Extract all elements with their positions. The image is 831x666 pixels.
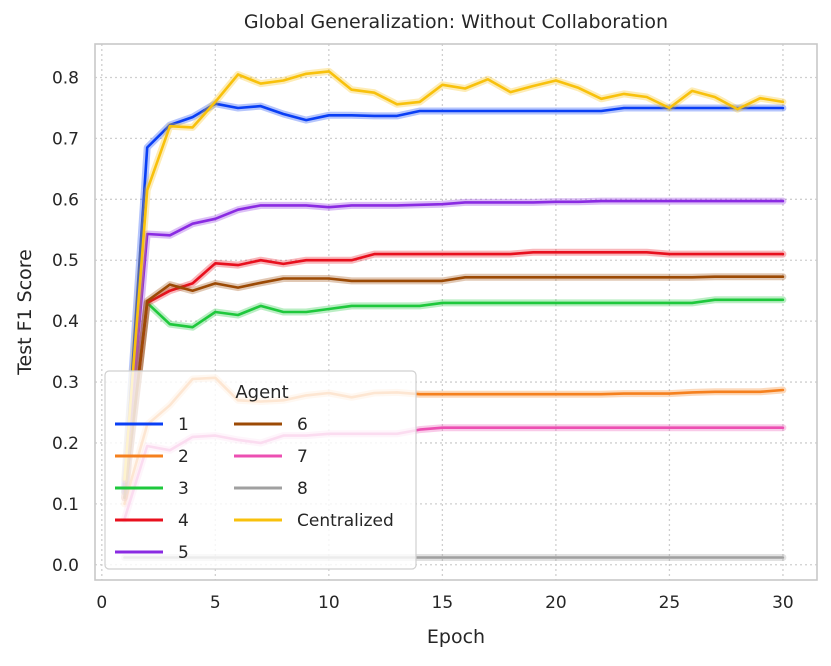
y-tick-label: 0.0 <box>52 556 79 576</box>
y-tick-label: 0.8 <box>52 69 79 89</box>
legend-label-1: 1 <box>178 415 189 435</box>
x-tick-label: 0 <box>96 593 107 613</box>
y-ticks: 0.0 0.1 0.2 0.3 0.4 0.5 0.6 0.7 0.8 <box>52 69 79 576</box>
x-tick-label: 10 <box>318 593 340 613</box>
legend: Agent 1 2 3 4 5 6 7 8 Centralized <box>104 370 417 570</box>
x-tick-label: 20 <box>545 593 567 613</box>
y-tick-label: 0.4 <box>52 312 79 332</box>
legend-label-8: 8 <box>297 479 308 499</box>
legend-label-centralized: Centralized <box>297 511 394 531</box>
legend-box <box>104 370 417 570</box>
x-tick-label: 25 <box>659 593 681 613</box>
series-line-centralized <box>123 70 785 481</box>
series-line-1 <box>123 102 785 487</box>
series-line-3 <box>123 298 785 494</box>
y-axis-label: Test F1 Score <box>14 249 36 376</box>
y-tick-label: 0.7 <box>52 129 79 149</box>
y-tick-label: 0.2 <box>52 434 79 454</box>
plot-frame <box>94 43 818 581</box>
x-axis-label: Epoch <box>427 626 485 648</box>
legend-label-7: 7 <box>297 447 308 467</box>
series-line-4 <box>123 251 785 500</box>
legend-title: Agent <box>235 382 288 403</box>
legend-label-3: 3 <box>178 479 189 499</box>
legend-label-6: 6 <box>297 415 308 435</box>
legend-label-4: 4 <box>178 511 189 531</box>
x-tick-label: 15 <box>432 593 454 613</box>
x-tick-label: 30 <box>772 593 794 613</box>
legend-label-2: 2 <box>178 447 189 467</box>
series-line-5 <box>123 199 785 494</box>
chart-title: Global Generalization: Without Collabora… <box>244 11 668 33</box>
y-tick-label: 0.3 <box>52 373 79 393</box>
x-ticks: 0 5 10 15 20 25 30 <box>96 593 793 613</box>
legend-label-5: 5 <box>178 543 189 563</box>
x-tick-label: 5 <box>210 593 221 613</box>
series-line-6 <box>123 275 785 500</box>
y-tick-label: 0.6 <box>52 190 79 210</box>
y-tick-label: 0.5 <box>52 251 79 271</box>
y-tick-label: 0.1 <box>52 495 79 515</box>
